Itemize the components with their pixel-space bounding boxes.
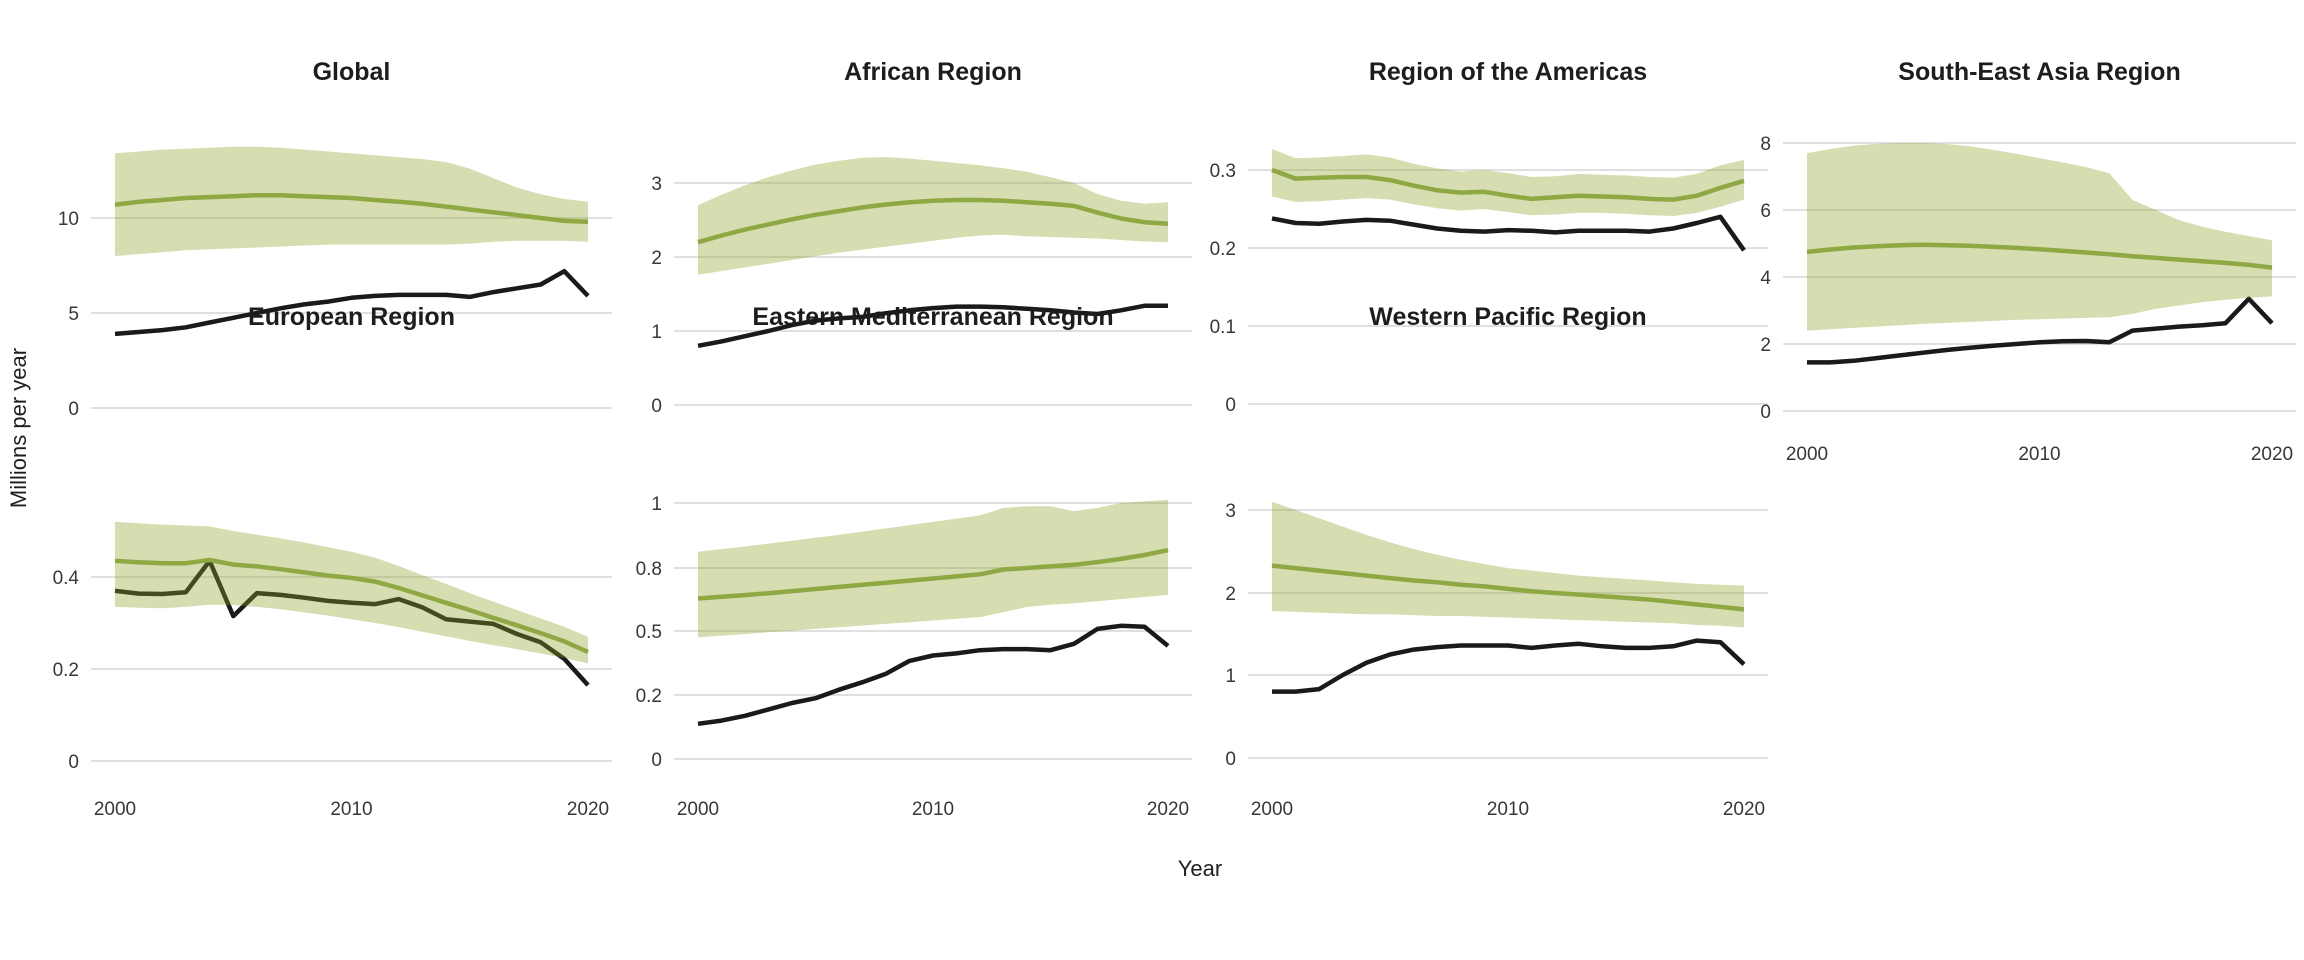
reported-line	[114, 268, 590, 337]
y-tick-label: 8	[1760, 134, 1771, 155]
y-tick-label: 0	[651, 396, 662, 417]
y-tick-label: 0.8	[636, 559, 662, 580]
y-tick-label: 2	[651, 248, 662, 269]
uncertainty-band	[1807, 143, 2272, 331]
y-tick-label: 0.2	[53, 660, 79, 681]
y-tick-label: 0.4	[53, 568, 80, 589]
x-tick-label: 2010	[912, 799, 954, 820]
y-tick-label: 3	[651, 174, 662, 195]
reported-line	[697, 303, 1168, 349]
uncertainty-band	[1272, 148, 1744, 216]
reported-line	[697, 623, 1170, 727]
y-tick-label: 0	[68, 399, 79, 420]
panel-title: Global	[313, 58, 391, 86]
panel-title: African Region	[844, 58, 1022, 86]
uncertainty-band	[1272, 501, 1744, 628]
y-tick-label: 0.3	[1210, 161, 1236, 182]
estimate-line	[697, 547, 1169, 601]
y-tick-label: 0.1	[1210, 317, 1236, 338]
y-tick-label: 5	[68, 304, 79, 325]
x-tick-label: 2000	[1251, 799, 1293, 820]
y-tick-label: 2	[1225, 584, 1236, 605]
reported-line	[1807, 296, 2274, 365]
estimate-line	[1271, 167, 1745, 202]
uncertainty-band	[115, 146, 588, 256]
x-tick-label: 2000	[94, 799, 136, 820]
panel-title: European Region	[248, 303, 455, 331]
y-tick-label: 0	[1225, 749, 1236, 770]
y-tick-label: 0	[651, 750, 662, 771]
x-tick-label: 2020	[2251, 444, 2293, 465]
panel-title: Western Pacific Region	[1369, 303, 1646, 331]
panel-title: South-East Asia Region	[1898, 58, 2180, 86]
x-tick-label: 2000	[1786, 444, 1828, 465]
uncertainty-band	[698, 157, 1168, 275]
reported-line	[1271, 214, 1746, 252]
estimate-line	[114, 192, 589, 225]
y-tick-label: 1	[651, 322, 662, 343]
x-tick-label: 2010	[330, 799, 372, 820]
reported-line	[1272, 638, 1746, 694]
y-tick-label: 6	[1760, 201, 1771, 222]
y-tick-label: 0	[68, 752, 79, 773]
panel-title: Region of the Americas	[1369, 58, 1647, 86]
x-tick-label: 2020	[567, 799, 609, 820]
panel-title: Eastern Mediterranean Region	[752, 303, 1113, 331]
x-tick-label: 2010	[1487, 799, 1529, 820]
reported-line	[114, 558, 590, 687]
y-tick-label: 10	[58, 209, 79, 230]
y-tick-label: 2	[1760, 335, 1771, 356]
x-tick-label: 2020	[1147, 799, 1189, 820]
estimate-line	[114, 557, 589, 655]
y-tick-label: 0.2	[636, 686, 662, 707]
estimate-line	[697, 197, 1169, 245]
estimate-line	[1271, 563, 1745, 612]
y-tick-label: 0.2	[1210, 239, 1236, 260]
y-tick-label: 0	[1760, 402, 1771, 423]
y-axis-title: Millions per year	[6, 347, 31, 509]
x-tick-label: 2020	[1723, 799, 1765, 820]
uncertainty-band	[698, 499, 1168, 638]
x-axis-title: Year	[1177, 856, 1223, 881]
y-tick-label: 1	[651, 494, 662, 515]
x-tick-label: 2010	[2018, 444, 2060, 465]
y-tick-label: 3	[1225, 501, 1236, 522]
estimate-line	[1806, 242, 2273, 270]
x-tick-label: 2000	[677, 799, 719, 820]
y-tick-label: 4	[1760, 268, 1771, 289]
uncertainty-band	[115, 521, 588, 664]
y-tick-label: 0.5	[636, 622, 662, 643]
y-tick-label: 0	[1225, 395, 1236, 416]
y-tick-label: 1	[1225, 666, 1236, 687]
